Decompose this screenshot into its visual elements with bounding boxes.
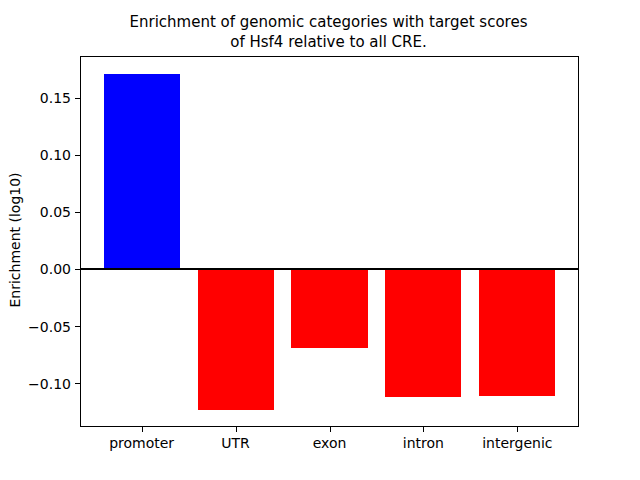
zero-line: [81, 268, 578, 270]
y-tick-label: −0.05: [5, 320, 71, 334]
bar-exon: [291, 269, 367, 348]
y-tick-label: 0.00: [5, 262, 71, 276]
x-tick-mark: [423, 427, 424, 432]
x-tick-label: exon: [313, 436, 347, 450]
y-tick-mark: [75, 155, 80, 156]
bar-promoter: [104, 74, 180, 269]
x-tick-label: UTR: [221, 436, 250, 450]
x-tick-mark: [236, 427, 237, 432]
x-tick-mark: [517, 427, 518, 432]
bar-intron: [385, 269, 461, 397]
y-tick-mark: [75, 212, 80, 213]
y-tick-mark: [75, 98, 80, 99]
y-tick-mark: [75, 326, 80, 327]
chart-title: Enrichment of genomic categories with ta…: [80, 13, 577, 52]
bar-UTR: [198, 269, 274, 410]
figure: Enrichment of genomic categories with ta…: [0, 0, 640, 480]
x-tick-mark: [142, 427, 143, 432]
y-tick-mark: [75, 269, 80, 270]
x-tick-label: intron: [403, 436, 444, 450]
x-tick-label: intergenic: [482, 436, 552, 450]
bar-intergenic: [479, 269, 555, 396]
y-axis-label: Enrichment (log10): [7, 172, 23, 307]
y-tick-label: 0.05: [5, 205, 71, 219]
y-tick-mark: [75, 383, 80, 384]
y-tick-label: −0.10: [5, 377, 71, 391]
plot-area: promoterUTRexonintronintergenic0.150.100…: [80, 56, 579, 427]
x-tick-label: promoter: [109, 436, 174, 450]
y-tick-label: 0.15: [5, 91, 71, 105]
y-tick-label: 0.10: [5, 148, 71, 162]
x-tick-mark: [330, 427, 331, 432]
